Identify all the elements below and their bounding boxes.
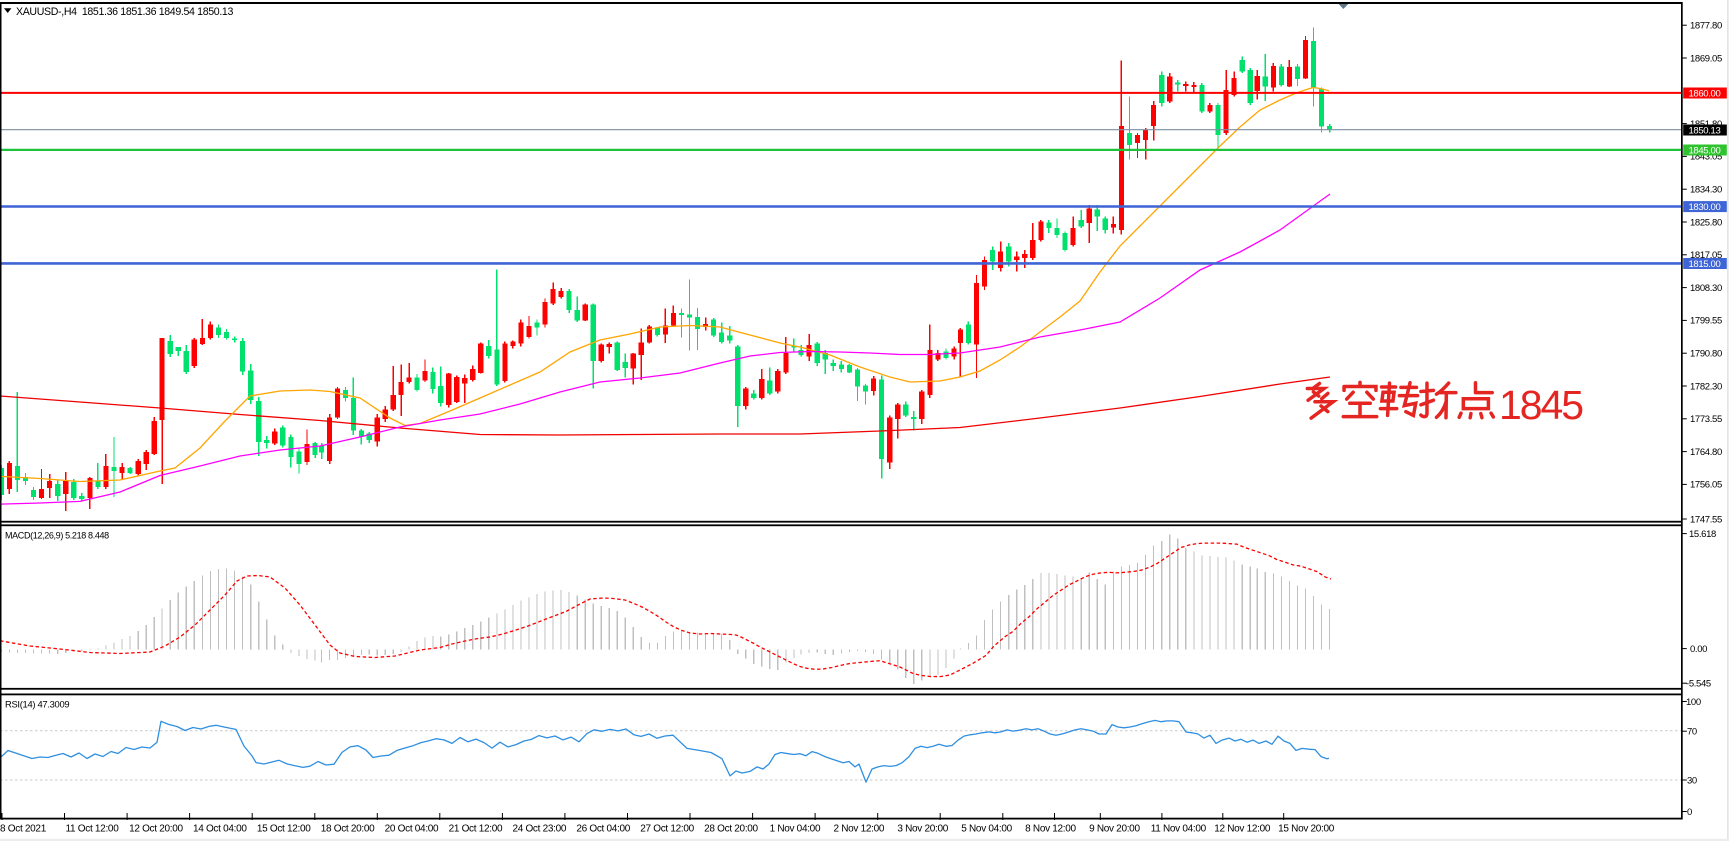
svg-text:0.00: 0.00: [1690, 644, 1707, 655]
svg-text:15.618: 15.618: [1689, 529, 1716, 540]
svg-text:1747.55: 1747.55: [1690, 514, 1722, 525]
svg-text:1764.80: 1764.80: [1690, 447, 1722, 458]
svg-text:11 Nov 04:00: 11 Nov 04:00: [1151, 824, 1207, 835]
svg-text:1825.80: 1825.80: [1690, 217, 1722, 228]
svg-text:1799.55: 1799.55: [1690, 316, 1722, 327]
svg-text:1843.05: 1843.05: [1690, 152, 1722, 163]
svg-text:1773.55: 1773.55: [1690, 414, 1722, 425]
svg-text:15 Nov 20:00: 15 Nov 20:00: [1278, 824, 1335, 835]
svg-text:24 Oct 23:00: 24 Oct 23:00: [512, 824, 566, 835]
svg-text:0: 0: [1687, 807, 1692, 818]
svg-text:XAUUSD-,H4 1851.36 1851.36 18: XAUUSD-,H4 1851.36 1851.36 1849.54 1850.…: [16, 6, 233, 18]
svg-text:1850.13: 1850.13: [1689, 125, 1721, 136]
svg-text:RSI(14) 47.3009: RSI(14) 47.3009: [5, 698, 69, 709]
svg-text:15 Oct 12:00: 15 Oct 12:00: [257, 824, 311, 835]
svg-text:1808.30: 1808.30: [1690, 283, 1722, 294]
svg-text:8 Nov 12:00: 8 Nov 12:00: [1025, 824, 1076, 835]
svg-text:8 Oct 2021: 8 Oct 2021: [0, 824, 47, 835]
svg-text:100: 100: [1686, 697, 1701, 708]
svg-text:MACD(12,26,9) 5.218 8.448: MACD(12,26,9) 5.218 8.448: [5, 530, 109, 540]
svg-text:70: 70: [1687, 727, 1697, 738]
svg-text:3 Nov 20:00: 3 Nov 20:00: [897, 824, 948, 835]
svg-text:1869.05: 1869.05: [1690, 53, 1722, 64]
svg-text:12 Nov 12:00: 12 Nov 12:00: [1214, 824, 1271, 835]
svg-text:1815.00: 1815.00: [1689, 259, 1721, 270]
svg-text:1756.05: 1756.05: [1690, 480, 1722, 491]
svg-text:18 Oct 20:00: 18 Oct 20:00: [321, 824, 375, 835]
svg-text:1845.00: 1845.00: [1689, 145, 1721, 156]
svg-text:1790.80: 1790.80: [1690, 349, 1722, 360]
svg-text:30: 30: [1687, 775, 1697, 786]
svg-text:1877.80: 1877.80: [1690, 21, 1722, 32]
svg-text:5 Nov 04:00: 5 Nov 04:00: [961, 824, 1012, 835]
svg-text:11 Oct 12:00: 11 Oct 12:00: [66, 824, 120, 835]
svg-text:21 Oct 12:00: 21 Oct 12:00: [449, 824, 503, 835]
svg-text:1845: 1845: [1499, 382, 1584, 428]
svg-text:9 Nov 20:00: 9 Nov 20:00: [1089, 824, 1140, 835]
svg-text:1 Nov 04:00: 1 Nov 04:00: [770, 824, 821, 835]
svg-text:1830.00: 1830.00: [1689, 202, 1721, 213]
svg-text:28 Oct 20:00: 28 Oct 20:00: [704, 824, 758, 835]
svg-text:1860.00: 1860.00: [1689, 88, 1721, 99]
svg-text:1782.30: 1782.30: [1690, 381, 1722, 392]
svg-text:20 Oct 04:00: 20 Oct 04:00: [385, 824, 439, 835]
svg-text:-5.545: -5.545: [1686, 679, 1711, 690]
svg-text:27 Oct 12:00: 27 Oct 12:00: [640, 824, 694, 835]
svg-text:1834.30: 1834.30: [1690, 185, 1722, 196]
svg-text:26 Oct 04:00: 26 Oct 04:00: [576, 824, 630, 835]
svg-text:1851.80: 1851.80: [1690, 119, 1722, 130]
svg-text:12 Oct 20:00: 12 Oct 20:00: [129, 824, 183, 835]
svg-text:14 Oct 04:00: 14 Oct 04:00: [193, 824, 247, 835]
svg-text:1817.05: 1817.05: [1690, 250, 1722, 261]
svg-text:2 Nov 12:00: 2 Nov 12:00: [833, 824, 884, 835]
